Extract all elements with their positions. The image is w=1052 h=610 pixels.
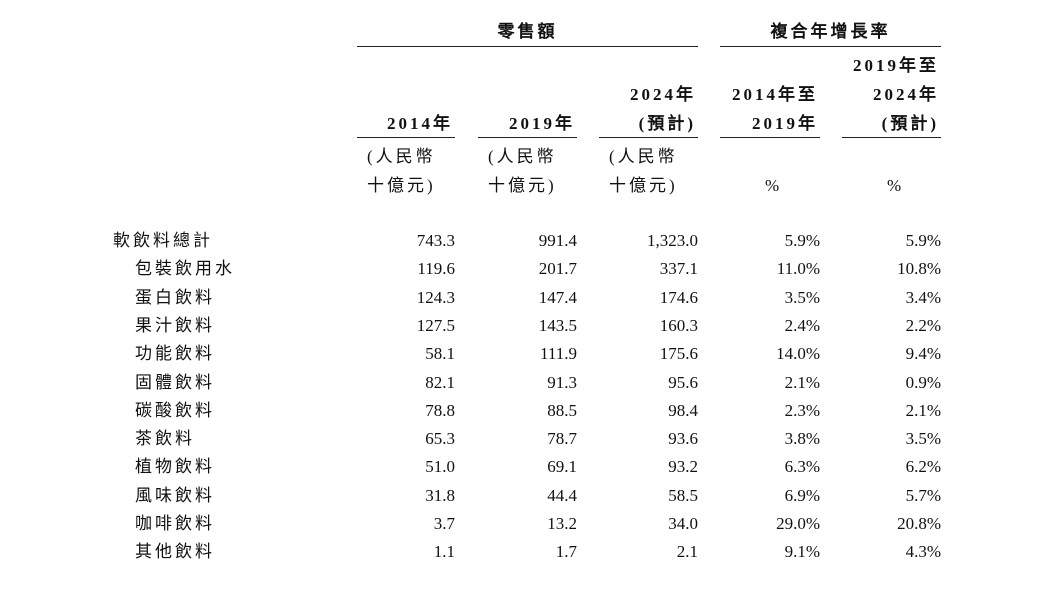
- cell: 2.1%: [905, 400, 941, 420]
- cell: 143.5: [538, 315, 577, 335]
- cell: 3.5%: [905, 429, 941, 449]
- header-rule: [842, 137, 941, 138]
- cell: 5.9%: [784, 231, 820, 250]
- cell: 201.7: [538, 259, 577, 279]
- unit-label: %: [887, 176, 905, 195]
- cell: 337.1: [659, 259, 698, 279]
- cell: 174.6: [659, 287, 698, 307]
- row-label: 包裝飲用水: [135, 259, 235, 279]
- row-label: 植物飲料: [135, 457, 215, 477]
- unit-label: 十億元): [367, 176, 436, 195]
- header-rule: [478, 137, 577, 138]
- row-label: 風味飲料: [135, 485, 215, 505]
- row-label: 茶飲料: [135, 429, 195, 449]
- cell: 29.0%: [776, 514, 820, 533]
- cell: 78.7: [547, 429, 577, 449]
- cell: 5.9%: [905, 231, 941, 250]
- cell: 160.3: [659, 315, 698, 335]
- cell: 98.4: [668, 400, 698, 420]
- unit-label: 十億元): [609, 176, 678, 195]
- group-header: 零售額: [497, 22, 558, 41]
- cell: 991.4: [538, 231, 577, 250]
- cell: 1.1: [433, 542, 455, 562]
- cell: 82.1: [425, 372, 455, 392]
- column-header: 2014年: [387, 114, 453, 133]
- row-label: 固體飲料: [135, 372, 215, 392]
- header-rule: [720, 137, 820, 138]
- group-rule: [357, 46, 698, 47]
- cell: 5.7%: [905, 485, 941, 505]
- cell: 13.2: [547, 514, 577, 533]
- cell: 58.5: [668, 485, 698, 505]
- group-rule: [720, 46, 941, 47]
- cell: 3.7: [433, 514, 455, 533]
- cell: 127.5: [416, 315, 455, 335]
- cell: 69.1: [547, 457, 577, 477]
- cell: 9.4%: [905, 344, 941, 364]
- cell: 88.5: [547, 400, 577, 420]
- cell: 6.9%: [784, 485, 820, 505]
- cell: 95.6: [668, 372, 698, 392]
- header-rule: [599, 137, 698, 138]
- unit-label: (人民幣: [367, 147, 436, 166]
- header-rule: [357, 137, 455, 138]
- group-header: 複合年增長率: [770, 22, 891, 41]
- cell: 34.0: [668, 514, 698, 533]
- cell: 65.3: [425, 429, 455, 449]
- column-header: 2024年: [630, 85, 696, 104]
- cell: 743.3: [416, 231, 455, 250]
- unit-label: %: [765, 176, 783, 195]
- cell: 1,323.0: [647, 231, 698, 250]
- cell: 20.8%: [897, 514, 941, 533]
- cell: 93.2: [668, 457, 698, 477]
- column-header: 2019年至: [853, 56, 939, 75]
- cell: 3.5%: [784, 287, 820, 307]
- unit-label: 十億元): [488, 176, 557, 195]
- cell: 93.6: [668, 429, 698, 449]
- cell: 91.3: [547, 372, 577, 392]
- column-header: 2019年: [509, 114, 575, 133]
- cell: 0.9%: [905, 372, 941, 392]
- cell: 51.0: [425, 457, 455, 477]
- cell: 4.3%: [905, 542, 941, 562]
- cell: 31.8: [425, 485, 455, 505]
- cell: 2.3%: [784, 400, 820, 420]
- cell: 10.8%: [897, 259, 941, 279]
- cell: 2.1%: [784, 372, 820, 392]
- cell: 11.0%: [776, 259, 820, 279]
- cell: 124.3: [416, 287, 455, 307]
- row-label: 其他飲料: [135, 542, 215, 562]
- cell: 6.3%: [784, 457, 820, 477]
- cell: 3.4%: [905, 287, 941, 307]
- column-header: 2019年: [752, 114, 818, 133]
- cell: 119.6: [417, 259, 455, 279]
- row-label: 果汁飲料: [135, 315, 215, 335]
- column-header: 2024年: [873, 85, 939, 104]
- row-label: 碳酸飲料: [135, 400, 215, 420]
- row-label: 功能飲料: [135, 344, 215, 364]
- cell: 111.9: [540, 344, 577, 364]
- cell: 2.2%: [905, 315, 941, 335]
- cell: 147.4: [538, 287, 577, 307]
- cell: 2.4%: [784, 315, 820, 335]
- cell: 58.1: [425, 344, 455, 364]
- cell: 6.2%: [905, 457, 941, 477]
- cell: 9.1%: [784, 542, 820, 562]
- row-label: 軟飲料總計: [113, 231, 213, 250]
- column-header: 2014年至: [732, 85, 818, 104]
- row-label: 蛋白飲料: [135, 287, 215, 307]
- cell: 1.7: [555, 542, 577, 562]
- column-header: (預計): [881, 114, 939, 133]
- unit-label: (人民幣: [609, 147, 678, 166]
- column-header: (預計): [638, 114, 696, 133]
- cell: 14.0%: [776, 344, 820, 364]
- cell: 2.1: [676, 542, 698, 562]
- unit-label: (人民幣: [488, 147, 557, 166]
- cell: 78.8: [425, 400, 455, 420]
- row-label: 咖啡飲料: [135, 514, 215, 533]
- cell: 44.4: [547, 485, 577, 505]
- cell: 175.6: [659, 344, 698, 364]
- cell: 3.8%: [784, 429, 820, 449]
